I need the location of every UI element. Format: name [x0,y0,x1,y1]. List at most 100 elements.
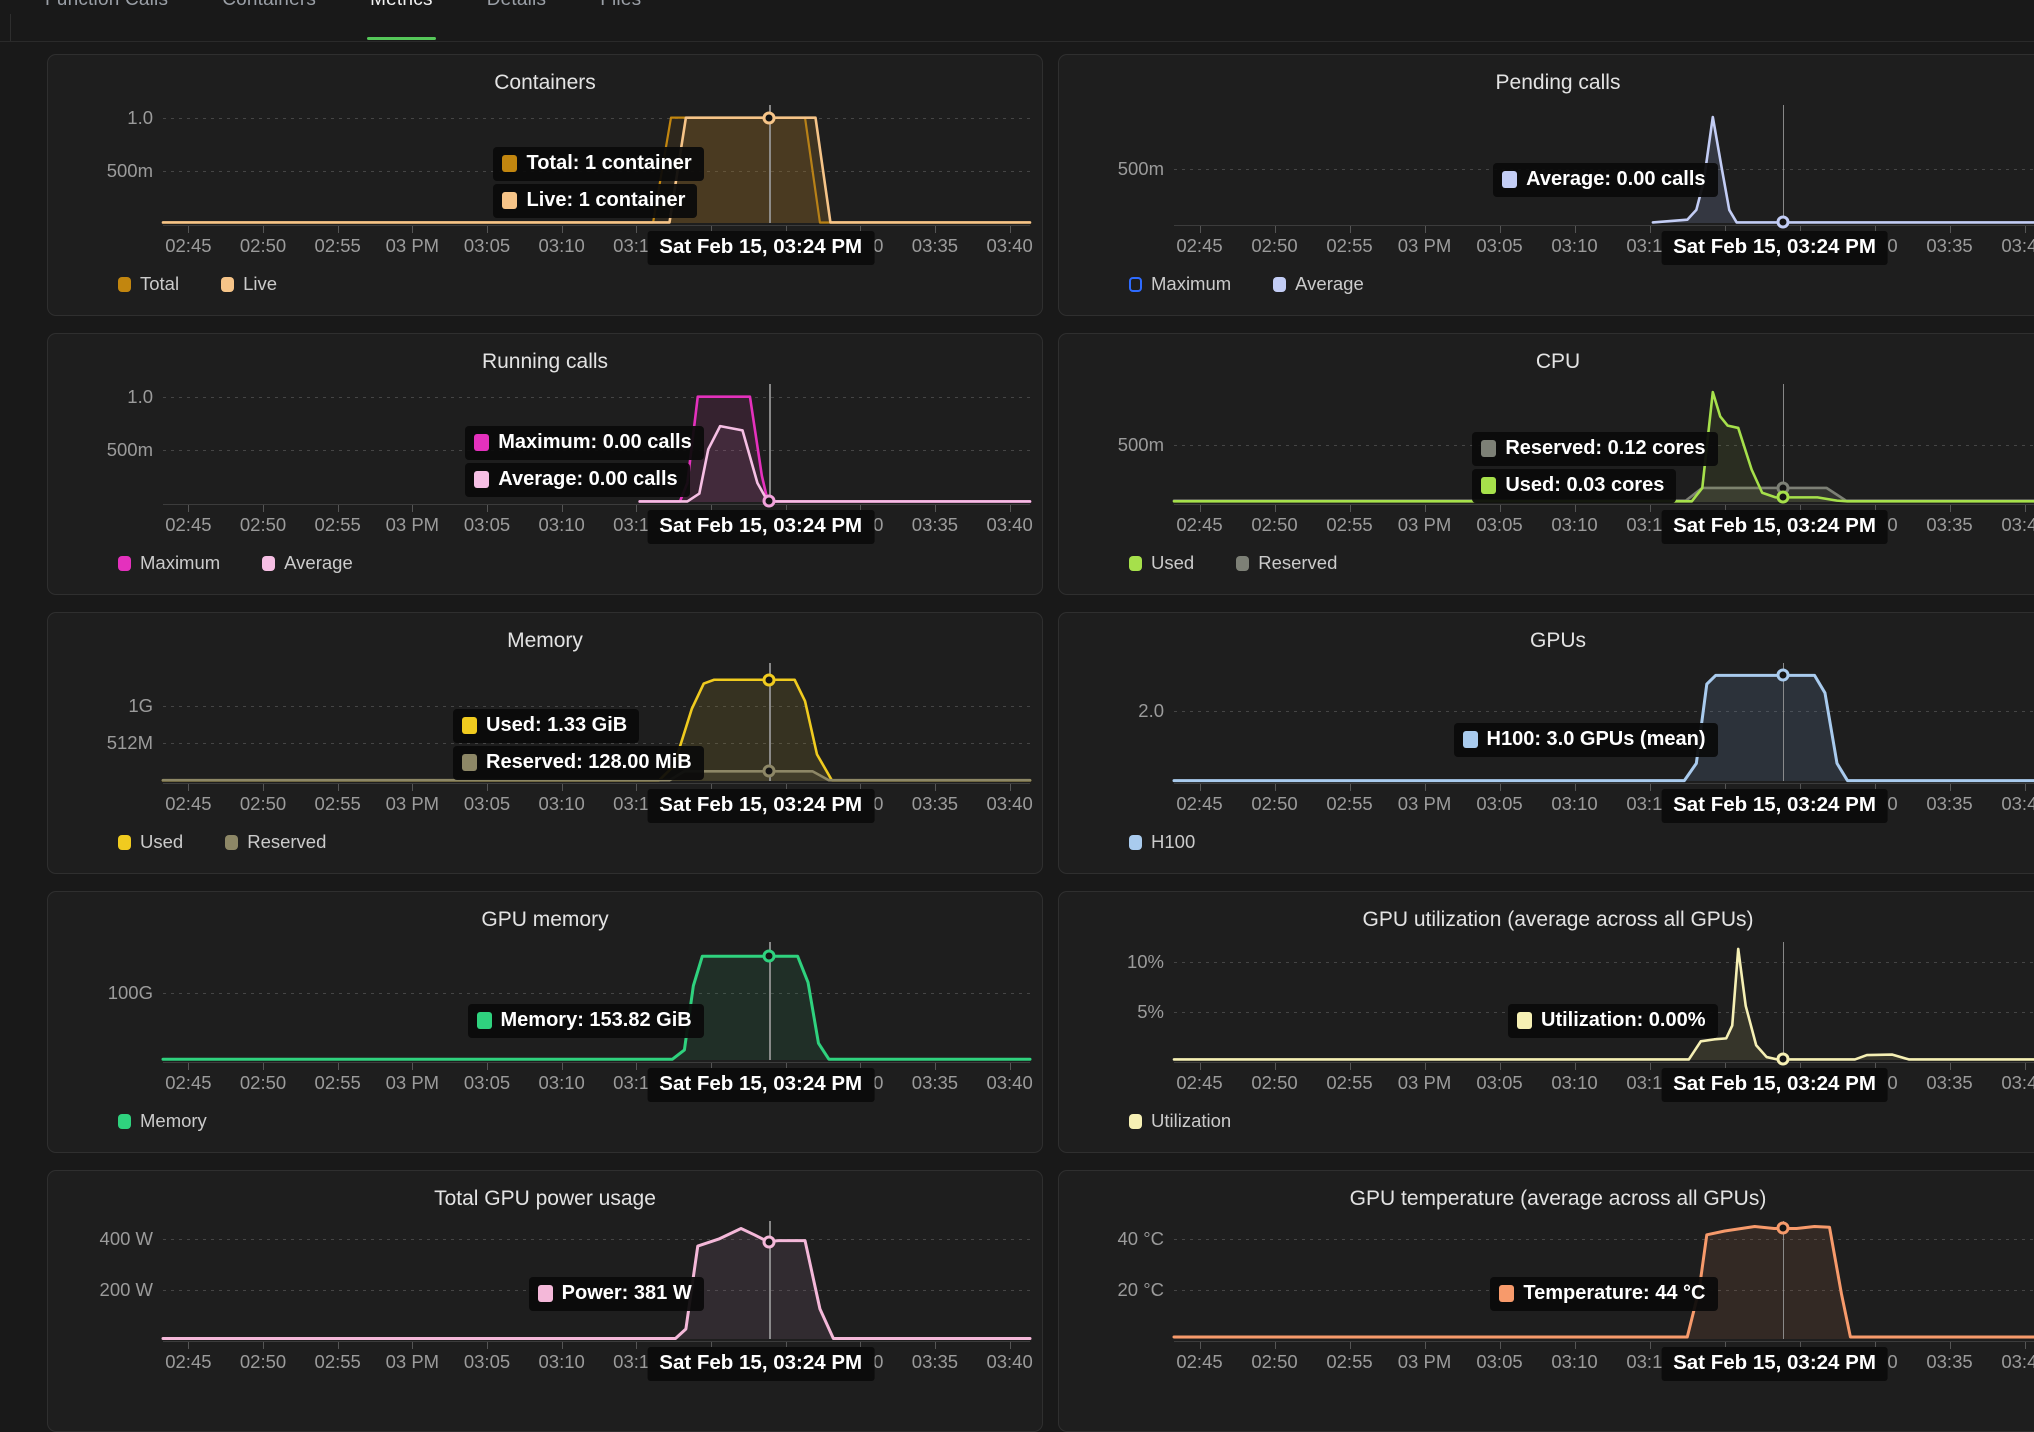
tooltip-swatch [462,716,478,734]
tab-containers[interactable]: Containers [222,0,316,41]
x-axis-label: 03:35 [911,1072,959,1093]
x-axis-line [163,504,1030,505]
tab-details[interactable]: Details [487,0,546,41]
plot-area-gpu-memory[interactable] [163,942,1030,1060]
x-tick [1274,784,1276,791]
legend-item-average[interactable]: Average [1273,273,1364,295]
tooltip-row: Reserved: 0.12 cores [1472,432,1718,466]
legend-item-live[interactable]: Live [221,273,277,295]
legend-item-used[interactable]: Used [1129,552,1194,574]
series-line-live [163,118,1030,223]
x-axis-label: 02:55 [1326,235,1373,256]
x-tick [337,505,339,512]
x-tick [487,1342,488,1349]
legend-item-maximum[interactable]: Maximum [118,552,220,574]
legend-item-h100[interactable]: H100 [1129,831,1195,853]
x-tick [1949,1063,1951,1070]
tooltip-swatch [1481,476,1497,494]
x-axis-label: 03:15 [1626,514,1673,535]
tooltip-swatch [474,433,490,451]
x-axis-label: 02:45 [1176,235,1223,256]
x-axis-line [1174,504,2034,505]
crosshair-line [769,1221,771,1339]
x-tick [561,226,563,233]
x-tick [860,1063,862,1070]
x-axis-line [163,783,1030,784]
legend-item-average[interactable]: Average [262,552,353,574]
tab-label: Function Calls [45,0,168,11]
y-gridline [163,117,1030,119]
x-axis-label: 03:05 [463,235,511,256]
series-tooltip: Average: 0.00 calls [1493,163,1718,200]
x-tick [1649,505,1651,512]
tab-label: Containers [222,0,316,11]
x-tick [1949,226,1951,233]
tooltip-text: Utilization: 0.00% [1541,1009,1706,1031]
tooltip-text: Average: 0.00 calls [1526,168,1706,190]
x-tick [1349,505,1351,512]
series-canvas [1174,663,2034,781]
x-tick [188,226,190,233]
plot-area-gpu-power[interactable] [163,1221,1030,1339]
y-gridline [1174,1238,2034,1240]
plot-area-gpu-utilization[interactable] [1174,942,2034,1066]
x-tick [1574,505,1576,512]
x-axis-label: 02:45 [165,793,212,814]
tooltip-row: Temperature: 44 °C [1490,1277,1718,1311]
tab-label: Files [600,0,641,11]
tooltip-text: Used: 1.33 GiB [486,714,628,736]
plot-area-running-calls[interactable] [163,384,1030,508]
legend-item-maximum[interactable]: Maximum [1129,273,1231,295]
legend-item-used[interactable]: Used [118,831,183,853]
x-axis-label: 03 PM [1397,1351,1452,1372]
x-axis-label: 02:50 [1251,235,1298,256]
charts-grid: Containers 1.0 500m 02:45 02:50 02:55 03 PM 03:… [47,54,2034,1432]
crosshair-line [769,384,771,502]
x-tick [1574,784,1576,791]
x-axis-label: 02:50 [239,793,287,814]
grid-row: GPU memory 100G 02:45 02:50 02:55 03 PM 03:05 0… [47,891,2034,1153]
x-tick [1799,1342,1801,1349]
x-tick [1649,1063,1651,1070]
x-tick [263,1063,265,1070]
chart-title: CPU [1535,350,1581,373]
tab-function-calls[interactable]: Function Calls [45,0,168,41]
x-axis-label: 02:45 [165,1072,212,1093]
legend-label: Used [140,831,184,852]
x-axis-line [163,225,1030,226]
x-axis-label: 03 PM [1397,514,1452,535]
tab-files[interactable]: Files [600,0,641,41]
x-axis-label: 02:55 [314,1072,361,1093]
x-axis-label: 03:10 [538,235,585,256]
legend-label: Reserved [247,831,327,852]
x-tick [1949,505,1951,512]
series-fill-power [163,1228,1030,1339]
tooltip-row: Power: 381 W [528,1277,704,1311]
series-canvas [163,105,1030,223]
chart-title: Total GPU power usage [434,1187,656,1210]
legend-item-total[interactable]: Total [118,273,179,295]
legend-item-reserved[interactable]: Reserved [225,831,326,853]
legend-swatch [1129,276,1142,292]
legend-swatch [118,555,131,571]
legend-item-reserved[interactable]: Reserved [1236,552,1337,574]
legend: Utilization [1129,1110,1231,1132]
legend-item-memory[interactable]: Memory [118,1110,207,1132]
y-gridline [163,705,1030,707]
legend-item-utilization[interactable]: Utilization [1129,1110,1231,1132]
tab-metrics[interactable]: Metrics [367,0,436,41]
x-tick [412,1063,414,1070]
tooltip-text: H100: 3.0 GPUs (mean) [1486,728,1706,750]
page-left-border [10,14,11,41]
chart-title: Memory [507,629,583,652]
plot-area-gpus[interactable] [1174,663,2034,781]
x-tick [1199,505,1201,512]
plot-area-pending-calls[interactable] [1174,105,2034,229]
x-tick [188,784,190,791]
x-axis-label: 03:40 [986,793,1033,814]
chart-card-gpu-memory: GPU memory 100G 02:45 02:50 02:55 03 PM 03:05 0… [47,891,1043,1153]
chart-card-gpus: GPUs 2.0 02:45 02:50 02:55 03 PM 03:05 03:10 03:… [1058,612,2034,874]
plot-area-containers[interactable] [163,105,1030,223]
tooltip-row: H100: 3.0 GPUs (mean) [1453,723,1718,757]
date-tooltip: Sat Feb 15, 03:24 PM [1661,1068,1888,1102]
